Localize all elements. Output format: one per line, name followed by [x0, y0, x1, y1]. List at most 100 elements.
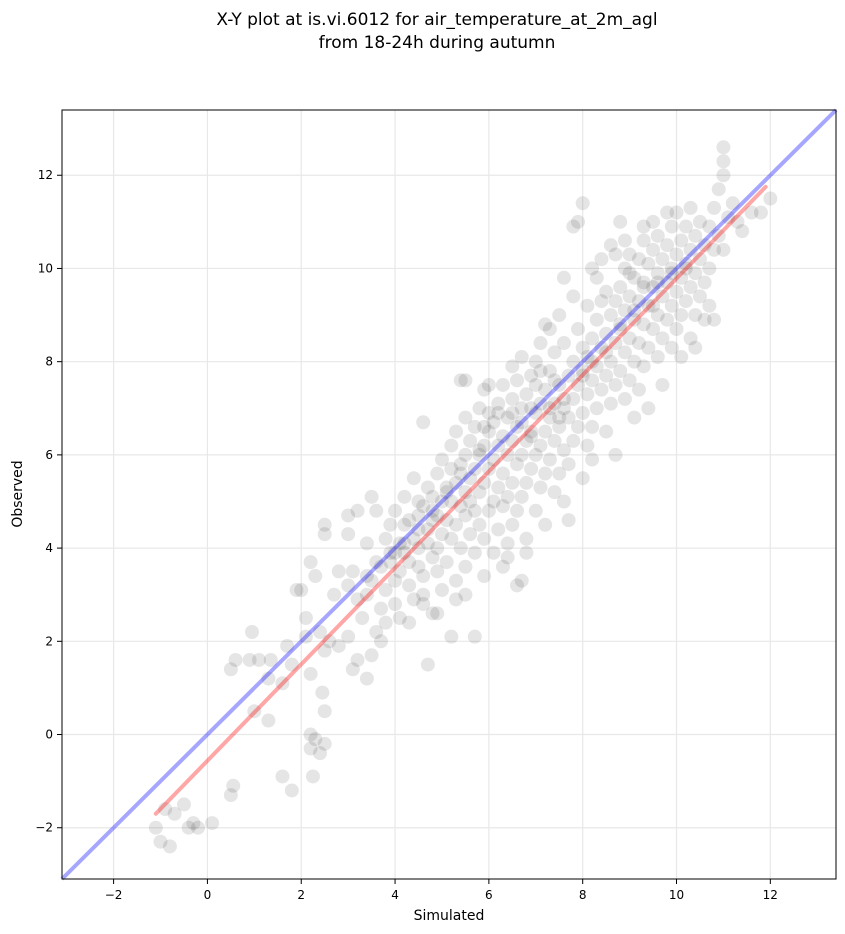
plot-frame: [61, 109, 837, 880]
data-point: [341, 578, 356, 593]
data-point: [697, 238, 712, 253]
data-point: [594, 382, 609, 397]
data-point: [486, 415, 501, 430]
data-point: [716, 242, 731, 257]
data-point: [369, 624, 384, 639]
data-point: [481, 405, 496, 420]
data-point: [430, 508, 445, 523]
data-point: [303, 727, 318, 742]
data-point: [664, 219, 679, 234]
data-point: [571, 322, 585, 337]
data-point: [622, 373, 637, 388]
data-point: [524, 401, 539, 416]
data-point: [594, 294, 609, 309]
data-point: [556, 494, 571, 509]
data-point: [641, 298, 656, 313]
data-point: [599, 326, 614, 341]
data-point: [608, 336, 623, 351]
data-point: [510, 503, 525, 518]
data-point: [533, 336, 548, 351]
data-point: [477, 475, 492, 490]
data-point: [566, 433, 581, 448]
data-point: [373, 634, 388, 649]
data-point: [603, 396, 618, 411]
data-point: [467, 461, 482, 476]
data-point: [547, 396, 562, 411]
data-point: [491, 480, 506, 495]
data-point: [669, 247, 684, 262]
data-point: [425, 550, 440, 565]
data-point: [524, 461, 539, 476]
data-point: [580, 438, 595, 453]
data-point: [364, 489, 379, 504]
data-point: [317, 517, 332, 532]
data-point: [664, 261, 679, 276]
y-tick-label: 8: [45, 355, 53, 369]
data-point: [364, 573, 379, 588]
data-point: [369, 555, 384, 570]
data-point: [688, 266, 703, 281]
identity-line: [60, 108, 838, 881]
data-point: [519, 387, 534, 402]
y-tick-label: 6: [45, 448, 53, 462]
data-point: [392, 536, 407, 551]
data-point: [434, 494, 449, 509]
data-point: [524, 424, 539, 439]
data-point: [683, 331, 698, 346]
data-point: [317, 527, 332, 542]
data-point: [556, 443, 571, 458]
data-point: [481, 503, 496, 518]
data-point: [364, 648, 379, 663]
data-point: [406, 592, 421, 607]
data-point: [528, 354, 543, 369]
data-point: [613, 363, 628, 378]
data-point: [538, 517, 553, 532]
data-point: [692, 252, 707, 267]
data-point: [664, 340, 679, 355]
data-point: [388, 573, 403, 588]
data-point: [510, 578, 525, 593]
data-point: [613, 280, 628, 295]
x-tick-label: 12: [763, 888, 778, 902]
data-point: [411, 522, 426, 537]
data-point: [603, 238, 618, 253]
data-point: [308, 569, 323, 584]
data-point: [575, 340, 590, 355]
data-point: [275, 769, 290, 784]
data-point: [664, 298, 679, 313]
data-point: [453, 499, 468, 514]
data-point: [683, 242, 698, 257]
data-point: [678, 219, 693, 234]
data-point: [313, 624, 327, 639]
data-point: [486, 545, 501, 560]
data-point: [402, 555, 417, 570]
data-point: [688, 340, 703, 355]
data-point: [322, 634, 337, 649]
data-point: [500, 410, 515, 425]
data-point: [725, 196, 740, 211]
data-point: [477, 531, 492, 546]
data-point: [345, 564, 360, 579]
data-point: [655, 377, 670, 392]
fit-lines: [60, 108, 838, 881]
data-point: [655, 331, 670, 346]
data-point: [631, 336, 646, 351]
data-point: [263, 652, 278, 667]
data-point: [420, 536, 435, 551]
data-point: [383, 555, 398, 570]
data-point: [425, 503, 440, 518]
data-point: [284, 783, 299, 798]
data-point: [716, 140, 731, 155]
data-point: [678, 256, 693, 271]
data-point: [674, 350, 689, 365]
data-point: [223, 662, 238, 677]
data-point: [406, 471, 421, 486]
x-axis-label: Simulated: [414, 908, 485, 924]
data-point: [430, 466, 445, 481]
data-point: [261, 671, 276, 686]
data-point: [556, 336, 571, 351]
data-point: [608, 294, 623, 309]
data-point: [613, 322, 628, 337]
data-point: [359, 569, 374, 584]
data-point: [430, 606, 445, 621]
